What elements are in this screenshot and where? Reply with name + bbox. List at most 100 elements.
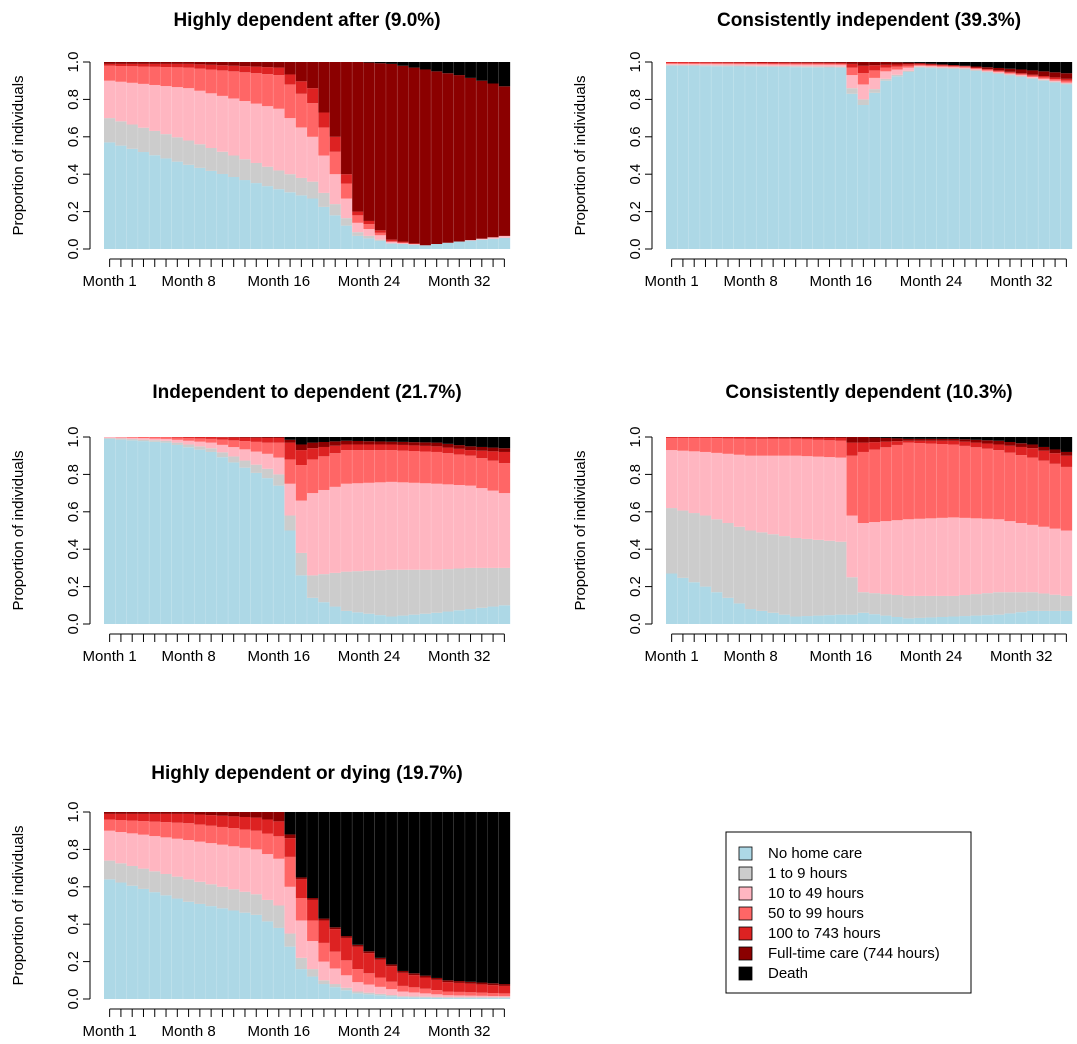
bar-segment: [677, 64, 689, 66]
bar-segment: [801, 66, 813, 68]
bar-segment: [476, 607, 488, 624]
bar-segment: [374, 993, 387, 996]
bar-segment: [925, 65, 937, 67]
bar-segment: [812, 539, 825, 616]
bar-segment: [1015, 443, 1028, 447]
bar-segment: [902, 438, 915, 441]
bar-segment: [666, 63, 678, 65]
bar-segment: [677, 62, 689, 63]
x-tick-label: Month 32: [990, 648, 1053, 665]
bar-segment: [442, 991, 454, 996]
bar-segment: [711, 438, 723, 453]
bar-segment: [171, 437, 184, 440]
bar-segment: [835, 440, 847, 458]
bar-segment: [476, 62, 488, 81]
bar-segment: [790, 438, 802, 456]
bar-segment: [385, 481, 398, 570]
bar-segment: [959, 517, 971, 596]
bar-segment: [408, 62, 420, 68]
bar-segment: [790, 62, 802, 64]
bar-segment: [149, 892, 161, 999]
bar-segment: [295, 93, 308, 128]
bar-segment: [419, 437, 432, 443]
bar-segment: [104, 819, 116, 831]
x-tick-label: Month 32: [428, 648, 491, 665]
bar-segment: [419, 613, 432, 625]
bar-segment: [419, 975, 432, 978]
panel: Highly dependent or dying (19.7%) 0.0 0.2 0…: [10, 763, 511, 1040]
bar-segment: [284, 74, 296, 85]
bar-segment: [250, 73, 263, 104]
bar-segment: [284, 530, 296, 624]
bar-segment: [677, 450, 689, 511]
bar-segment: [160, 440, 172, 443]
bar-segment: [1004, 72, 1016, 74]
bar-segment: [464, 77, 477, 241]
bar-segment: [318, 920, 330, 943]
y-tick-label: 0.2: [65, 576, 82, 597]
bar-segment: [385, 437, 398, 442]
bar-segment: [970, 68, 982, 70]
bar-segment: [329, 453, 341, 487]
bar-segment: [363, 973, 375, 985]
bar-segment: [857, 612, 870, 624]
bar-segment: [666, 64, 678, 66]
bar-segment: [352, 969, 364, 983]
bar-segment: [812, 615, 825, 624]
bar-segment: [947, 444, 960, 518]
bar-segment: [284, 856, 296, 887]
legend-swatch: [738, 906, 753, 921]
bar-segment: [295, 81, 308, 94]
bar-segment: [970, 442, 982, 448]
bar-segment: [1049, 449, 1061, 454]
bar-segment: [374, 62, 387, 64]
bar-segment: [329, 987, 341, 999]
bar-segment: [891, 437, 903, 439]
bar-segment: [1049, 79, 1061, 81]
bar-segment: [812, 456, 825, 540]
bar-segment: [823, 63, 836, 65]
bar-segment: [823, 540, 836, 616]
bar-segment: [1015, 612, 1028, 624]
bar-segment: [981, 67, 994, 69]
bar-segment: [835, 457, 847, 542]
bar-segment: [352, 440, 364, 445]
bar-segment: [284, 439, 296, 443]
bar-segment: [857, 73, 870, 85]
bar-segment: [498, 567, 511, 606]
legend-label: 1 to 9 hours: [768, 865, 847, 882]
bar-segment: [498, 812, 511, 985]
bar-segment: [385, 239, 398, 242]
bar-segment: [363, 62, 375, 63]
bar-segment: [261, 819, 274, 834]
bar-segment: [318, 62, 330, 113]
legend-label: 50 to 99 hours: [768, 905, 864, 922]
bar-segment: [711, 63, 723, 65]
bar-segment: [970, 66, 982, 68]
x-tick-label: Month 1: [83, 273, 137, 290]
bar-segment: [431, 483, 443, 570]
bar-segment: [205, 69, 217, 94]
bar-segment: [340, 987, 353, 991]
bar-segment: [778, 437, 791, 439]
bar-segment: [273, 442, 285, 458]
bar-segment: [171, 444, 184, 624]
bar-segment: [498, 984, 511, 986]
bar-segment: [1060, 82, 1073, 84]
bar-segment: [756, 438, 768, 456]
bar-segment: [733, 64, 746, 66]
y-tick-label: 1.0: [65, 52, 82, 73]
bar-segment: [733, 454, 746, 527]
bar-segment: [1015, 69, 1028, 74]
bar-segment: [228, 846, 240, 890]
bar-segment: [374, 235, 387, 240]
bar-segment: [947, 62, 960, 66]
bar-segment: [487, 998, 499, 1000]
bar-segment: [137, 437, 150, 439]
y-tick-label: 1.0: [627, 427, 644, 448]
bar-segment: [914, 63, 926, 65]
bar-segment: [273, 108, 285, 171]
bar-segment: [340, 610, 353, 624]
bar-segment: [1049, 594, 1061, 611]
bar-segment: [688, 62, 700, 64]
